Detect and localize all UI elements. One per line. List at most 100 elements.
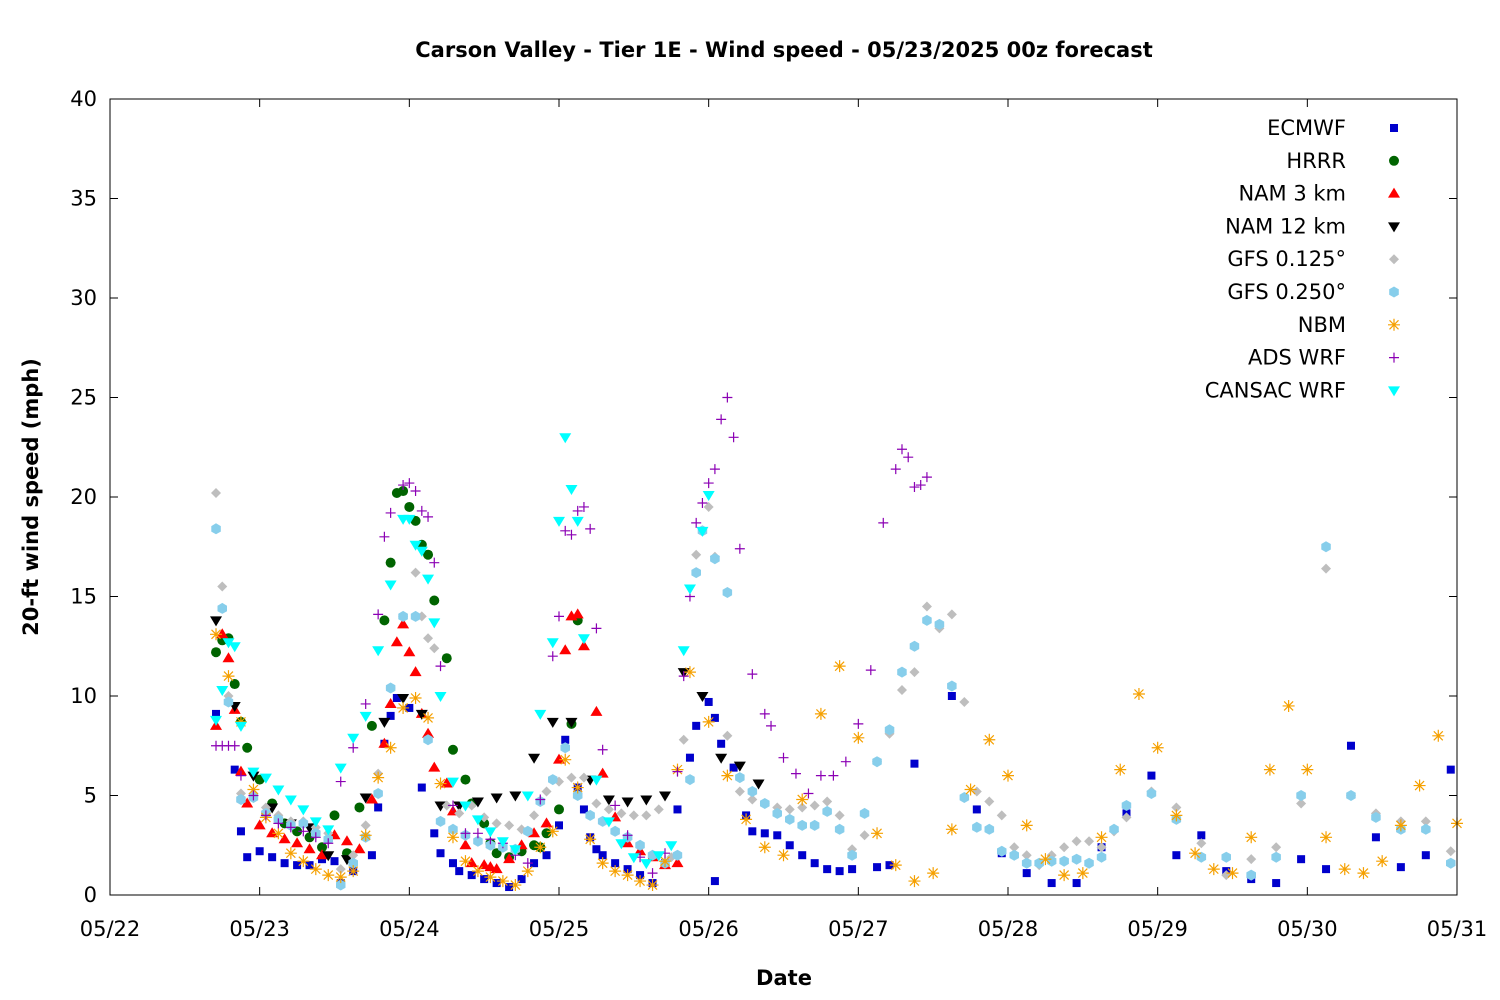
data-point [285, 822, 296, 833]
data-point [255, 847, 264, 856]
data-point [435, 661, 446, 672]
data-point [517, 875, 526, 884]
data-point [1226, 867, 1239, 880]
data-point [585, 809, 595, 821]
series-nbm [210, 628, 1463, 892]
data-point [927, 867, 940, 880]
data-point [1320, 831, 1333, 844]
data-point [1058, 869, 1071, 882]
data-point [222, 638, 235, 649]
x-tick-label: 05/24 [379, 917, 440, 941]
data-point [1396, 863, 1405, 872]
data-point [735, 772, 745, 784]
data-point [897, 666, 907, 678]
data-point [367, 851, 376, 860]
data-point [1151, 741, 1164, 754]
data-point [1047, 879, 1056, 888]
data-point [366, 720, 377, 731]
data-point [1189, 847, 1202, 860]
data-point [1282, 699, 1295, 712]
data-point [983, 733, 996, 746]
data-point [1121, 800, 1132, 811]
data-point [1084, 836, 1095, 847]
y-tick-label: 25 [70, 386, 97, 410]
data-point [530, 859, 539, 868]
data-point [410, 486, 421, 497]
data-point [578, 501, 589, 512]
data-point [1432, 729, 1445, 742]
data-point [733, 761, 746, 772]
data-point [734, 786, 745, 797]
data-point [491, 818, 502, 829]
data-point [416, 505, 427, 516]
data-point [229, 679, 240, 690]
x-tick-label: 05/22 [80, 917, 141, 941]
data-point [635, 839, 645, 851]
data-point [297, 855, 310, 868]
data-point [385, 507, 396, 518]
data-point [740, 813, 753, 826]
data-point [403, 646, 416, 657]
data-point [247, 783, 260, 796]
data-point [584, 833, 597, 846]
data-point [758, 841, 771, 854]
data-point [484, 827, 497, 838]
data-point [446, 777, 459, 788]
series-gfs-0-250 [211, 523, 1456, 891]
data-point [460, 774, 471, 785]
data-point [423, 549, 434, 560]
data-point [397, 701, 410, 714]
data-point [284, 847, 297, 860]
data-point [577, 640, 590, 651]
data-point [236, 794, 246, 805]
data-point [1376, 855, 1389, 868]
data-point [596, 767, 609, 778]
data-point [803, 788, 814, 799]
data-point [710, 553, 720, 565]
data-point [397, 693, 410, 704]
data-point [348, 742, 359, 753]
data-point [728, 432, 739, 443]
data-point [379, 531, 390, 542]
data-point [292, 826, 303, 837]
data-point [417, 783, 426, 792]
data-point [398, 486, 409, 497]
data-point [260, 810, 271, 821]
data-point [455, 867, 464, 876]
data-point [722, 392, 733, 403]
data-point [490, 793, 503, 804]
data-point [247, 767, 260, 778]
data-point [1084, 857, 1094, 869]
data-point [330, 857, 339, 866]
data-point [1246, 869, 1256, 881]
data-point [359, 793, 372, 804]
data-point [490, 863, 503, 874]
data-point [571, 608, 584, 619]
data-point [596, 857, 609, 870]
data-point [410, 567, 421, 578]
data-point [946, 609, 957, 620]
data-point [546, 825, 559, 838]
data-point [592, 845, 601, 854]
data-point [540, 817, 553, 828]
data-point [747, 794, 758, 805]
data-point [1171, 802, 1182, 813]
data-point [672, 766, 683, 777]
data-point [760, 798, 770, 809]
data-point [548, 774, 558, 786]
data-point [360, 698, 371, 709]
legend-marker-ecmwf [1390, 124, 1398, 132]
data-point [1446, 765, 1455, 774]
data-point [266, 827, 279, 838]
x-tick-label: 05/27 [828, 917, 889, 941]
data-point [1071, 853, 1082, 865]
data-point [1445, 846, 1456, 857]
data-point [752, 779, 765, 790]
data-point [610, 825, 620, 837]
data-point [440, 777, 453, 788]
data-point [448, 859, 457, 868]
data-point [565, 485, 578, 496]
data-point [721, 769, 734, 782]
data-point [1346, 790, 1356, 801]
data-point [216, 686, 229, 697]
